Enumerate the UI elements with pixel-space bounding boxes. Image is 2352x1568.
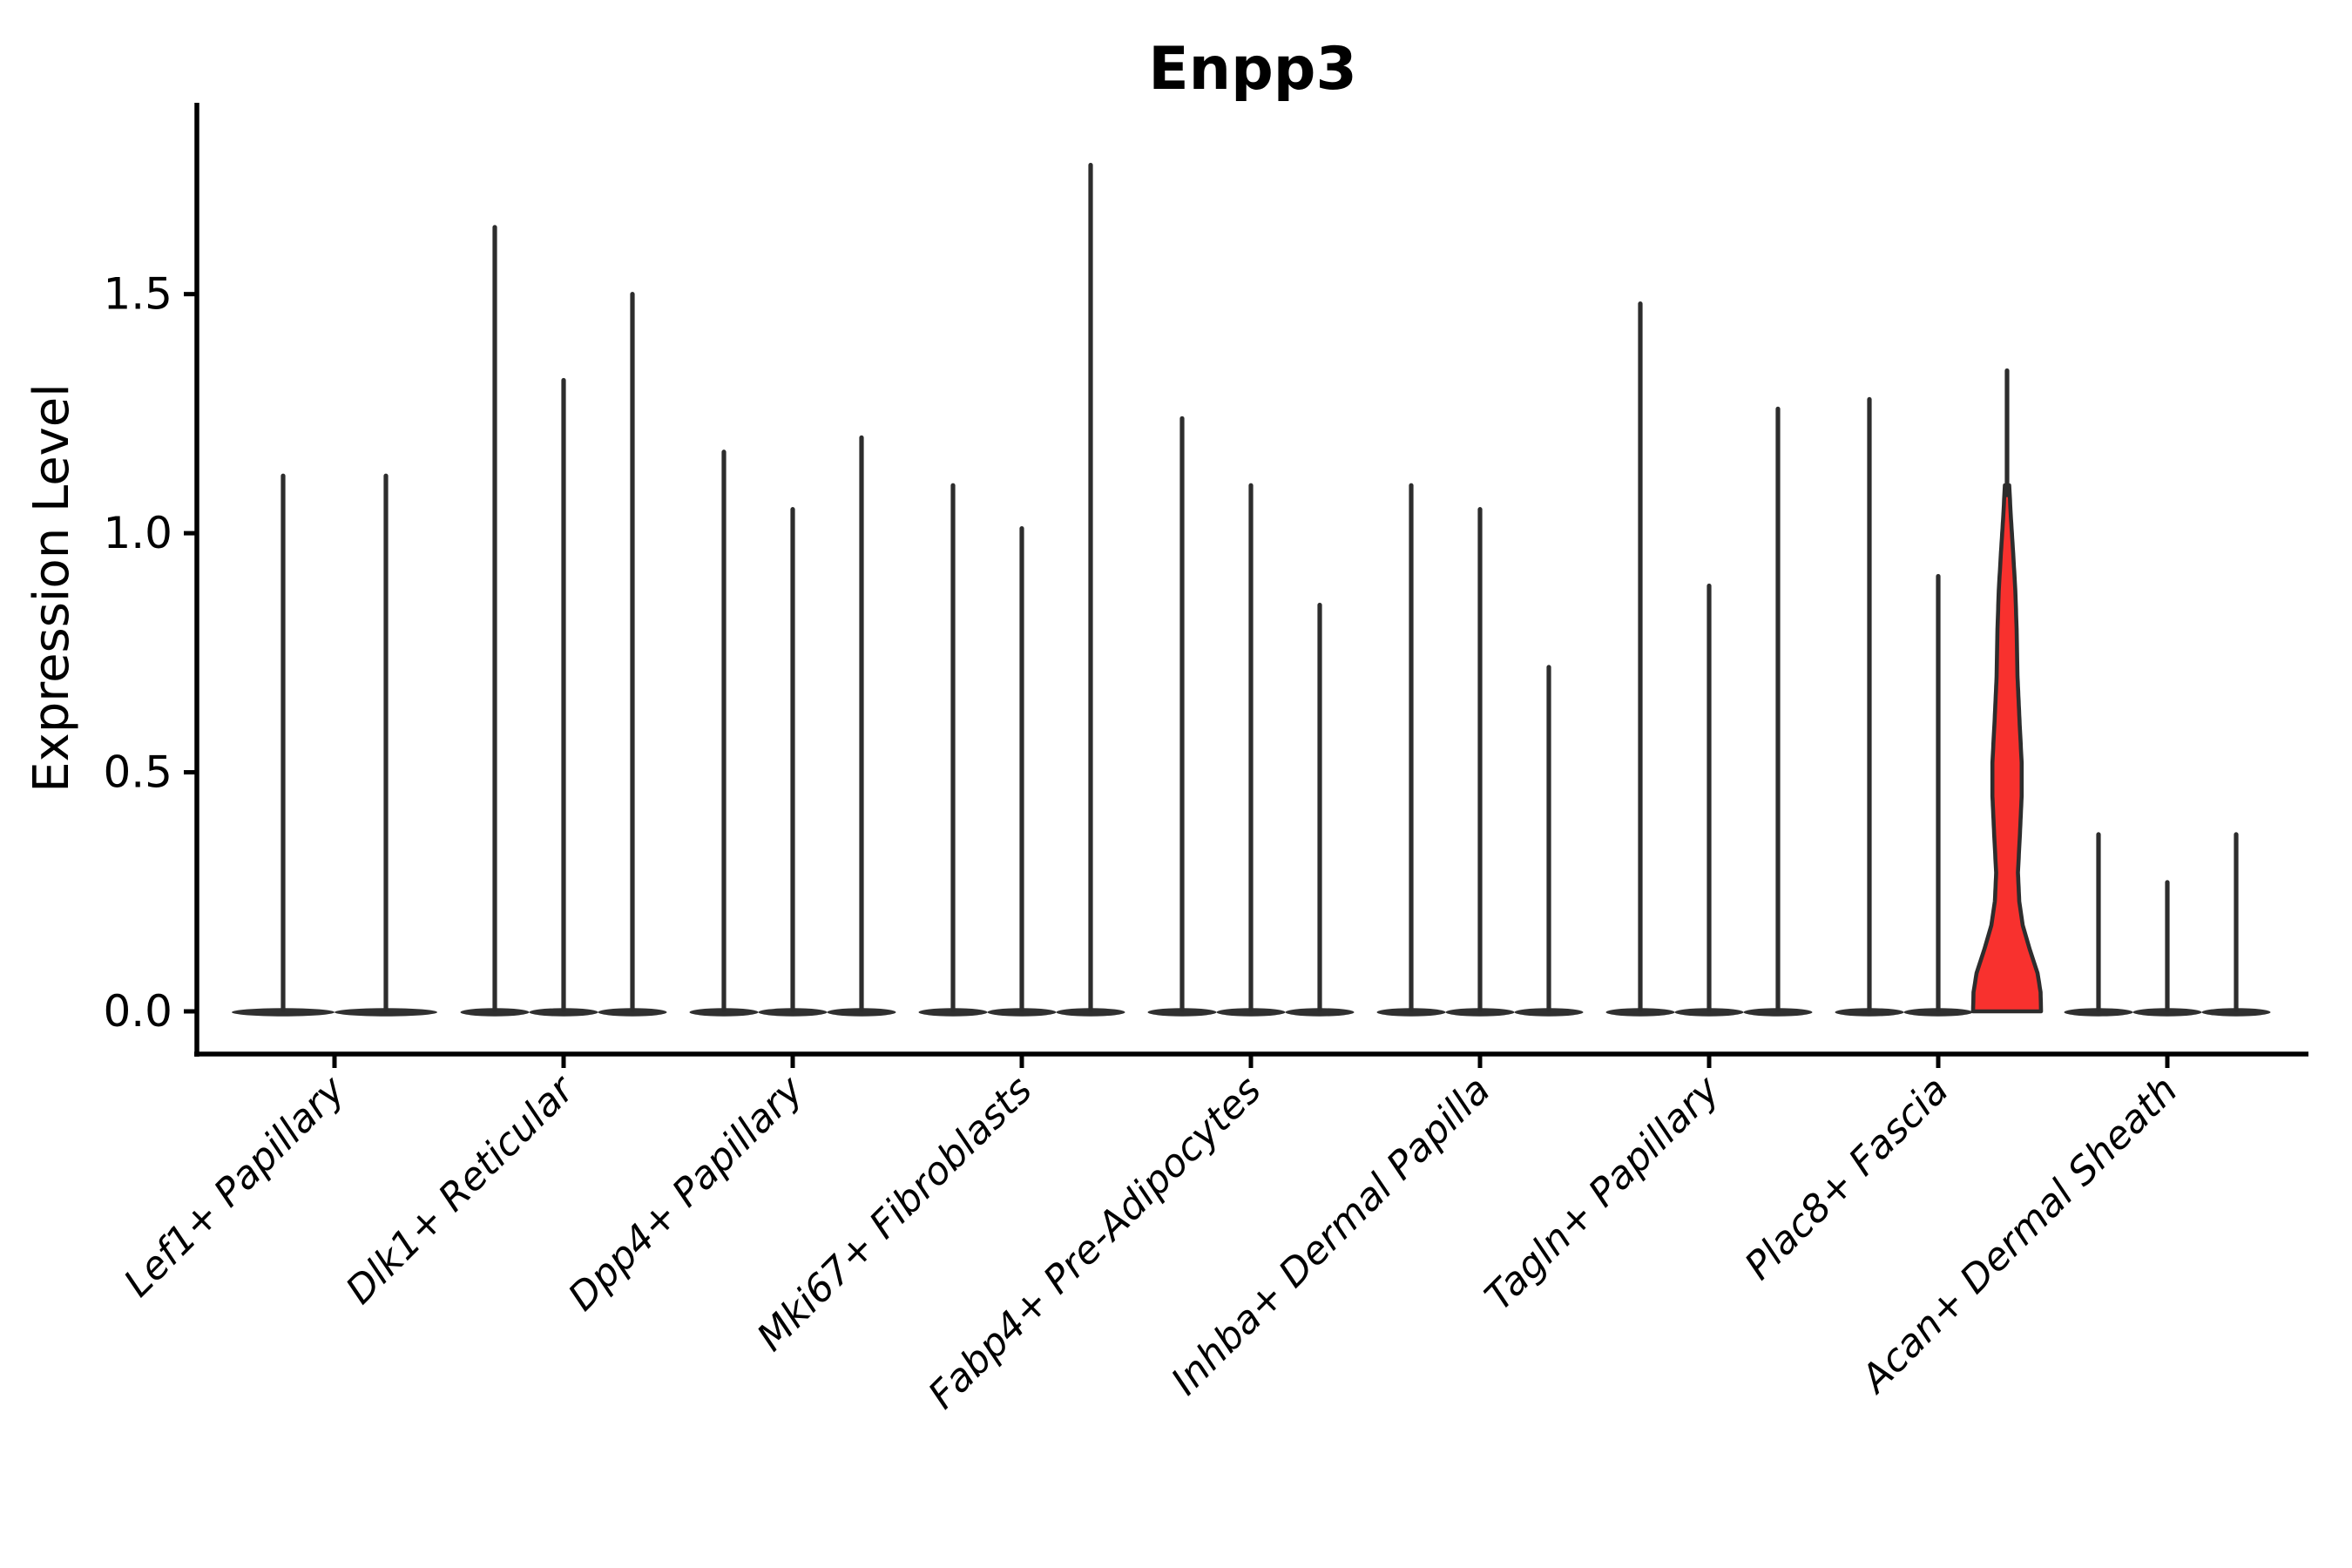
y-axis-label: Expression Level [24, 383, 80, 793]
x-tick-label: Dpp4+ Papillary [560, 1067, 813, 1320]
y-tick-label: 0.5 [103, 747, 172, 798]
x-tick-label: Dlk1+ Reticular [337, 1066, 584, 1313]
y-tick-label: 1.5 [103, 269, 172, 320]
violin-base [1216, 1008, 1286, 1017]
violin-base [460, 1008, 530, 1017]
violin-base [1514, 1008, 1584, 1017]
violin-base [1903, 1008, 1973, 1017]
y-tick-label: 1.0 [103, 508, 172, 558]
violin-base [529, 1008, 598, 1017]
violin-base [758, 1008, 828, 1017]
violin-base [1147, 1008, 1217, 1017]
chart-title: Enpp3 [1148, 35, 1357, 104]
violin-base [1285, 1008, 1355, 1017]
violin-base [598, 1008, 667, 1017]
violins-layer [232, 162, 2271, 1017]
violin-base [1743, 1008, 1813, 1017]
violin-base [1674, 1008, 1744, 1017]
x-tick-label: Lef1+ Papillary [116, 1067, 355, 1306]
violin-base [2132, 1008, 2202, 1017]
violin-base [2201, 1008, 2271, 1017]
violin-base [1376, 1008, 1446, 1017]
x-tick-label: Tagln+ Papillary [1477, 1067, 1728, 1319]
violin-base [827, 1008, 896, 1017]
violin-highlighted [1970, 483, 2044, 1014]
y-tick-label: 0.0 [103, 986, 172, 1037]
violin-base [1056, 1008, 1125, 1017]
violin-base [987, 1008, 1057, 1017]
x-tick-label: Plac8+ Fascia [1736, 1068, 1957, 1288]
violin-base [689, 1008, 759, 1017]
violin-base [232, 1008, 335, 1017]
violin-base [1445, 1008, 1515, 1017]
violin-base [2064, 1008, 2133, 1017]
violin-base [918, 1008, 988, 1017]
y-axis-ticks: 0.0 0.5 1.0 1.5 [103, 269, 197, 1037]
violin-base [335, 1008, 437, 1017]
violin-base [1605, 1008, 1675, 1017]
violin-base [1835, 1008, 1904, 1017]
